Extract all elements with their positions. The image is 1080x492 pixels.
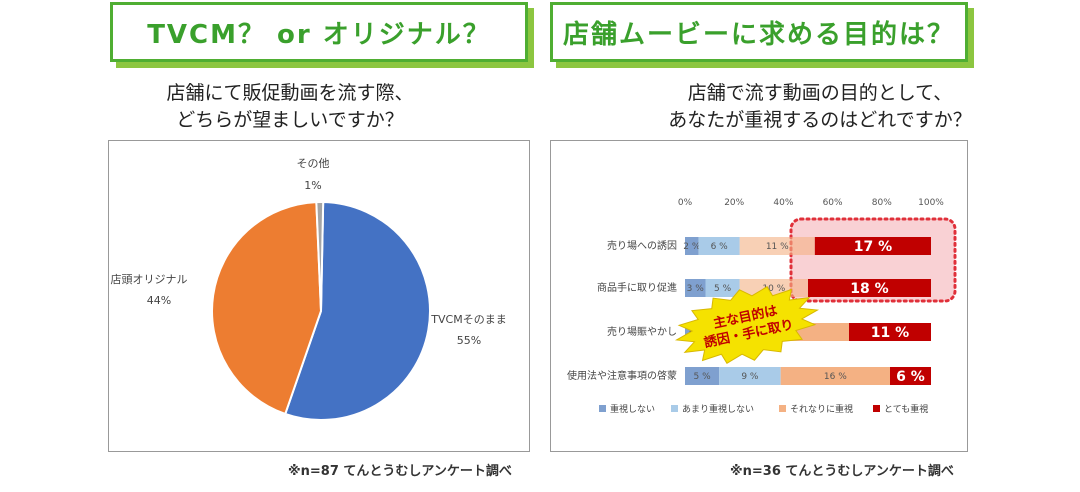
x-tick-label: 60%	[823, 198, 843, 208]
bar-value-label: 6 %	[896, 369, 925, 385]
bar-value-label: 5 %	[714, 284, 732, 294]
bar-segment	[685, 237, 699, 255]
right-panel: 店舗ムービーに求める目的は？ 店舗で流す動画の目的として、 あなたが重視するのは…	[540, 0, 1080, 492]
bar-segment	[698, 237, 740, 255]
category-label: 売り場賑やかし	[607, 325, 677, 338]
bar-value-label: 3 %	[687, 284, 705, 294]
bar-value-label: 11 %	[766, 242, 789, 252]
bar-value-label: 6 %	[711, 242, 729, 252]
legend-label: 重視しない	[610, 403, 655, 415]
category-label: 商品手に取り促進	[597, 281, 677, 294]
pie-label: その他	[297, 157, 330, 170]
right-note: ※n=36 てんとうむしアンケート調べ	[730, 464, 954, 479]
right-question-line1: 店舗で流す動画の目的として、	[687, 82, 953, 104]
legend-label: とても重視	[884, 403, 928, 415]
bar-segment	[808, 279, 931, 297]
left-heading-box: TVCM？ or オリジナル？	[110, 2, 528, 62]
category-label: 使用法や注意事項の啓蒙	[567, 369, 677, 382]
bar-segment	[849, 323, 931, 341]
left-question: 店舗にて販促動画を流す際、 どちらが望ましいですか？	[0, 80, 560, 134]
bar-segment	[685, 367, 720, 385]
x-tick-label: 20%	[724, 198, 744, 208]
bar-chart: 0% 20% 40% 60% 80% 100% 売り場への誘因 2 % 6 % 11 % 17 % 商…	[567, 198, 957, 415]
bar-value-label: 17 %	[854, 239, 892, 255]
right-question: 店舗で流す動画の目的として、 あなたが重視するのはどれですか？	[540, 80, 1080, 134]
x-tick-label: 100%	[918, 198, 944, 208]
bar-segment	[780, 367, 890, 385]
x-tick-label: 80%	[872, 198, 892, 208]
legend-label: それなりに重視	[790, 403, 853, 415]
pie-slice	[283, 201, 431, 421]
pie-slice	[315, 201, 325, 312]
left-panel: TVCM？ or オリジナル？ 店舗にて販促動画を流す際、 どちらが望ましいです…	[108, 2, 534, 479]
pie-label: TVCMそのまま	[430, 313, 506, 326]
left-question-line1: 店舗にて販促動画を流す際、	[166, 82, 414, 104]
bar-segment	[890, 367, 931, 385]
right-question-line2: あなたが重視するのはどれですか？	[668, 109, 972, 131]
x-tick-label: 0%	[678, 198, 693, 208]
pie-label: 店頭オリジナル	[111, 272, 188, 286]
legend-swatch	[779, 405, 786, 412]
bar-value-label: 2 %	[683, 242, 701, 252]
legend-swatch	[671, 405, 678, 412]
x-tick-label: 40%	[773, 198, 793, 208]
right-heading-box: 店舗ムービーに求める目的は？	[550, 2, 968, 62]
legend-label: あまり重視しない	[682, 403, 754, 415]
bar-segment	[705, 279, 740, 297]
left-question-line2: どちらが望ましいですか？	[176, 109, 404, 131]
left-note: ※n=87 てんとうむしアンケート調べ	[288, 464, 512, 479]
bar-value-label: 9 %	[741, 372, 759, 382]
bar-value-label: 5 %	[694, 372, 712, 382]
category-label: 売り場への誘因	[607, 239, 677, 252]
bar-chart-box: 0% 20% 40% 60% 80% 100% 売り場への誘因 2 % 6 % 11 % 17 % 商…	[550, 140, 968, 452]
legend-swatch	[873, 405, 880, 412]
right-heading: 店舗ムービーに求める目的は？	[562, 19, 955, 50]
bar-segment	[685, 279, 706, 297]
bar-segment	[739, 237, 815, 255]
bar-segment	[814, 237, 931, 255]
bar-segment	[719, 367, 781, 385]
left-heading: TVCM？ or オリジナル？	[147, 19, 491, 50]
pie-slice	[211, 201, 323, 416]
bar-value-label: 18 %	[850, 281, 888, 297]
bar-value-label: 11 %	[871, 325, 909, 341]
pie-chart-box: TVCMそのまま 55% 店頭オリジナル 44% その他 1%	[108, 140, 530, 452]
bar-value-label: 16 %	[824, 372, 847, 382]
pie-chart: TVCMそのまま 55% 店頭オリジナル 44% その他 1%	[111, 157, 507, 421]
pie-percent-label: 55%	[457, 334, 481, 347]
bar-value-label: 10 %	[762, 284, 785, 294]
legend-swatch	[599, 405, 606, 412]
pie-percent-label: 44%	[147, 294, 171, 307]
pie-percent-label: 1%	[304, 179, 321, 192]
callout-burst-shape	[674, 286, 820, 364]
